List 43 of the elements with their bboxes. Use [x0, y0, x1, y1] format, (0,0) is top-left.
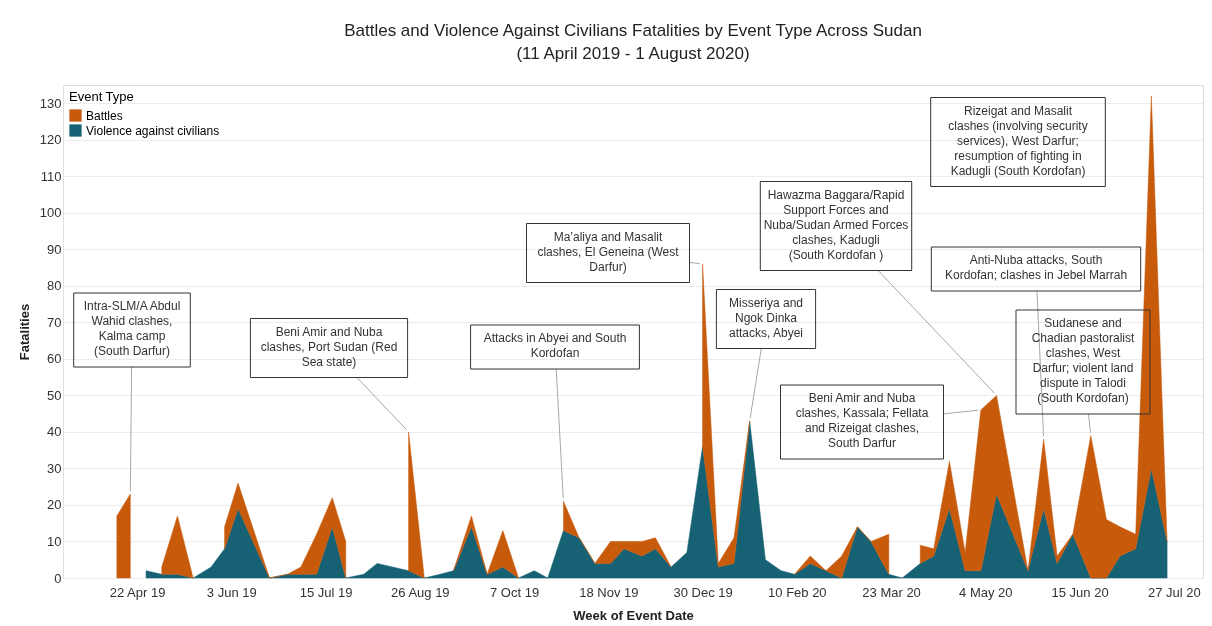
y-tick-label: 10: [47, 533, 62, 549]
annotation: Intra-SLM/A Abdul Wahid clashes, Kalma camp (South Darfur): [83, 299, 181, 358]
y-tick-label: 20: [47, 497, 62, 513]
chart-subtitle: (11 April 2019 - 1 August 2020): [516, 44, 750, 63]
x-tick-label: 22 Apr 19: [109, 584, 166, 600]
annotation: Hawazma Baggara/Rapid Support Forces and Nuba/Sudan Armed Forces clashes, Kadugli (South Kordofan ): [763, 187, 909, 262]
y-tick-label: 30: [47, 460, 62, 476]
x-tick-label: 30 Dec 19: [673, 584, 733, 600]
chart-title: Battles and Violence Against Civilians Fatalities by Event Type Across Sudan: [344, 21, 922, 40]
annotation: Beni Amir and Nuba clashes, Port Sudan (Red Sea state): [260, 324, 398, 369]
x-tick-label: 15 Jul 19: [299, 584, 353, 600]
x-tick-label: 15 Jun 20: [1051, 584, 1109, 600]
legend-label: Violence against civilians: [86, 123, 220, 138]
y-tick-label: 110: [40, 168, 62, 184]
x-tick-label: 4 May 20: [959, 584, 1013, 600]
legend-label: Battles: [86, 108, 123, 123]
y-tick-label: 40: [47, 424, 62, 440]
y-tick-label: 70: [47, 314, 62, 330]
x-axis-title: Week of Event Date: [573, 607, 694, 623]
x-tick-label: 10 Feb 20: [768, 584, 827, 600]
x-tick-label: 18 Nov 19: [579, 584, 639, 600]
y-tick-label: 130: [39, 95, 62, 111]
annotation: Attacks in Abyei and South Kordofan: [483, 331, 627, 360]
legend-title: Event Type: [69, 89, 134, 104]
y-tick-label: 60: [47, 351, 62, 367]
annotation: Rizeigat and Masalit clashes (involving security services), West Darfur; resumption of fighting in Kadugli (South Kordofan): [948, 103, 1088, 178]
x-tick-label: 23 Mar 20: [862, 584, 921, 600]
annotation: Misseriya and Ngok Dinka attacks, Abyei: [728, 295, 804, 340]
y-tick-label: 50: [47, 387, 62, 403]
y-tick-label: 100: [39, 205, 62, 221]
x-tick-label: 7 Oct 19: [489, 584, 540, 600]
y-tick-label: 90: [47, 241, 62, 257]
x-tick-label: 27 Jul 20: [1147, 584, 1201, 600]
x-tick-label: 3 Jun 19: [206, 584, 257, 600]
annotation: Beni Amir and Nuba clashes, Kassala; Fellata and Rizeigat clashes, South Darfur: [795, 391, 929, 450]
y-tick-label: 120: [39, 132, 62, 148]
y-tick-label: 80: [47, 278, 62, 294]
annotation: Anti-Nuba attacks, South Kordofan; clashes in Jebel Marrah: [944, 253, 1128, 282]
y-axis-title: Fatalities: [16, 303, 32, 361]
annotation: Sudanese and Chadian pastoralist clashes, West Darfur; violent land dispute in Talodi (South Kordofan): [1031, 316, 1136, 405]
annotation: Ma’aliya and Masalit clashes, El Geneina (West Darfur): [537, 229, 680, 274]
x-tick-label: 26 Aug 19: [391, 584, 450, 600]
y-tick-label: 0: [54, 570, 62, 586]
